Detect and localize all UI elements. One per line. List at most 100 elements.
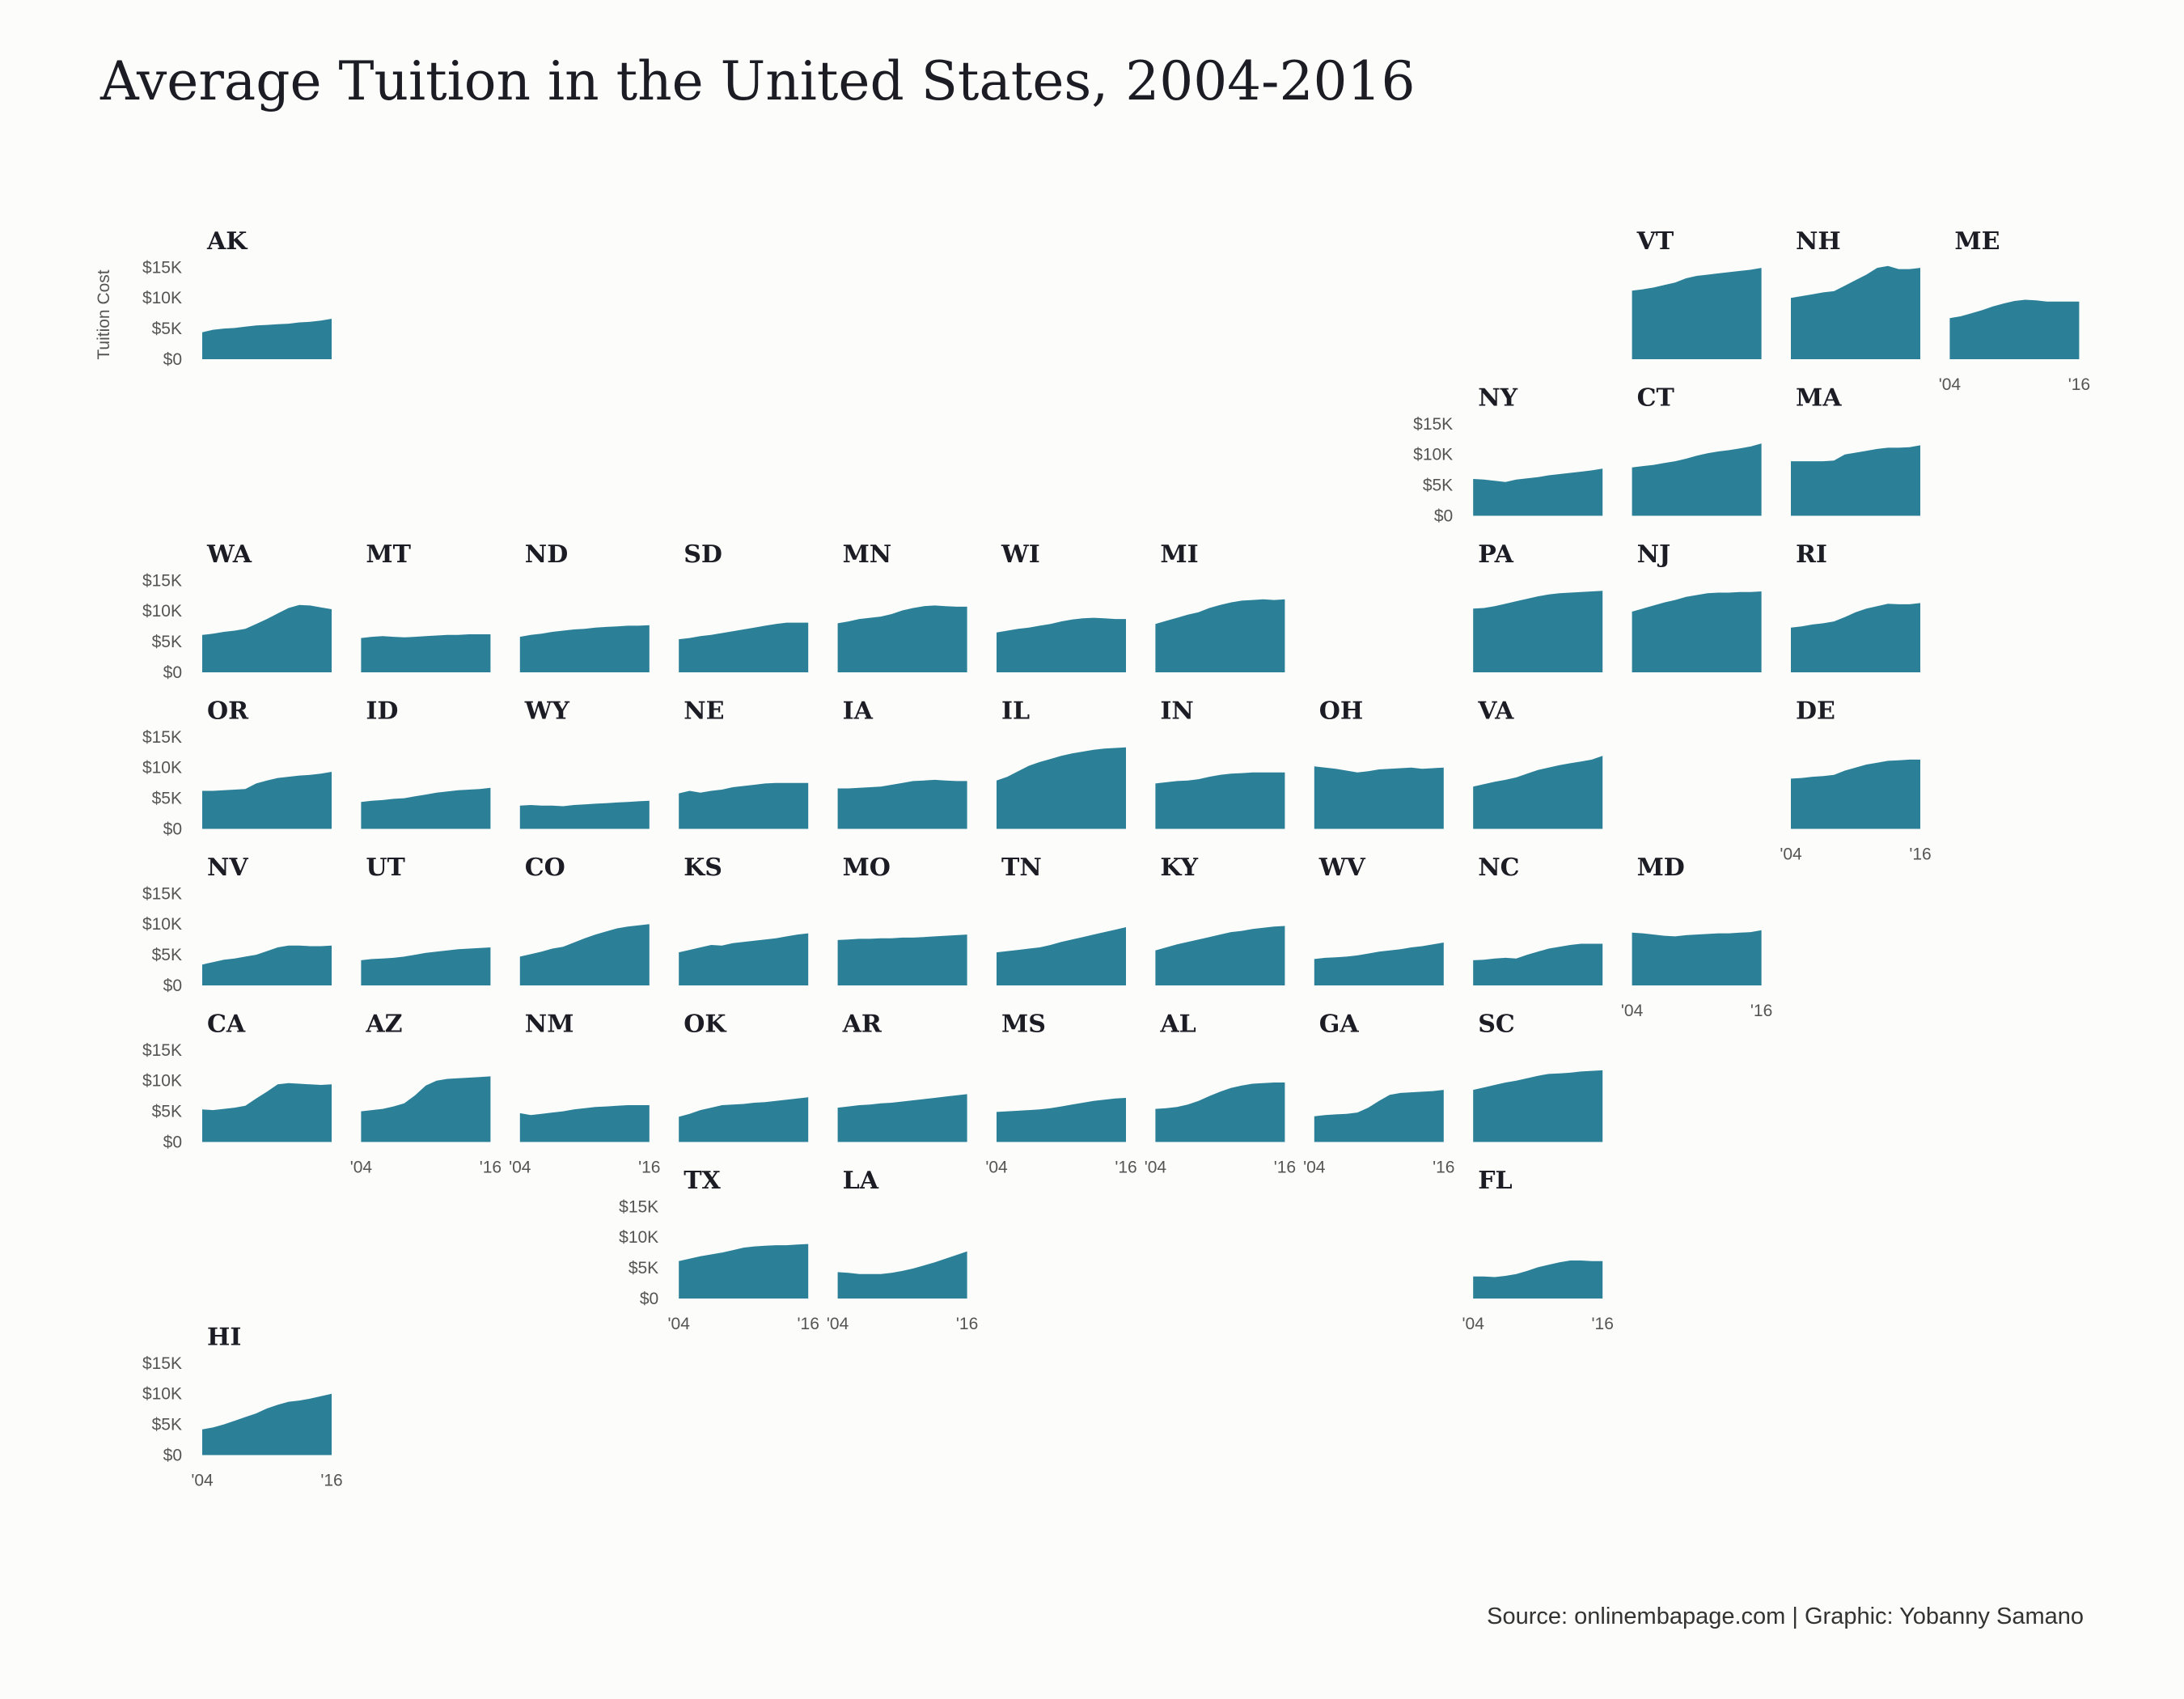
x-tick-label: '04: [827, 1315, 849, 1333]
tuition-area: [1791, 445, 1920, 516]
tuition-area: [1791, 603, 1920, 672]
y-tick-label: $5K: [152, 1103, 182, 1121]
y-tick-label: $5K: [152, 633, 182, 651]
state-label: AR: [842, 1011, 882, 1039]
y-tick-label: $0: [163, 1133, 182, 1152]
state-panel-md: MD '04 '16: [1621, 854, 1772, 1020]
tuition-area: [519, 1105, 650, 1142]
state-label: MA: [1796, 384, 1842, 413]
tuition-area: [679, 782, 809, 829]
state-label: ME: [1954, 227, 2000, 256]
x-tick-label: '04: [1462, 1315, 1485, 1333]
state-label: OH: [1319, 697, 1363, 726]
state-label: AK: [206, 227, 248, 256]
state-label: AL: [1159, 1011, 1196, 1039]
y-tick-label: $15K: [619, 1197, 658, 1216]
y-tick-label: $10K: [619, 1228, 658, 1247]
x-tick-label: '16: [1274, 1159, 1296, 1177]
state-panel-de: DE '04 '16: [1780, 697, 1931, 864]
state-label: NC: [1478, 854, 1519, 882]
y-tick-label: $5K: [629, 1259, 658, 1277]
state-panel-wa: WA $0 $5K $10K $15K: [142, 540, 332, 682]
state-label: AZ: [365, 1011, 402, 1039]
state-label: OK: [684, 1011, 726, 1039]
tuition-area: [1473, 468, 1603, 516]
y-tick-label: $5K: [152, 790, 182, 808]
tuition-area: [202, 945, 332, 985]
tuition-area: [1473, 1070, 1603, 1142]
y-tick-label: $10K: [142, 1072, 182, 1091]
state-label: NV: [207, 854, 248, 882]
state-panel-tn: TN: [997, 854, 1126, 985]
y-tick-label: $0: [163, 1447, 182, 1465]
x-tick-label: '16: [1115, 1159, 1136, 1177]
state-label: WI: [1001, 540, 1040, 569]
state-label: IL: [1001, 697, 1030, 726]
state-panel-ca: CA $0 $5K $10K $15K: [142, 1011, 332, 1152]
state-label: GA: [1319, 1011, 1360, 1039]
state-panel-al: AL '04 '16: [1145, 1011, 1296, 1177]
y-tick-label: $10K: [142, 289, 182, 307]
y-tick-label: $15K: [142, 728, 182, 747]
state-label: NM: [525, 1011, 574, 1039]
state-panel-ar: AR: [837, 1011, 967, 1142]
state-label: VT: [1636, 227, 1674, 256]
state-panel-az: AZ '04 '16: [350, 1011, 502, 1177]
tuition-area: [1632, 591, 1762, 672]
tuition-area: [679, 1097, 809, 1142]
state-label: WV: [1318, 854, 1366, 882]
state-label: OR: [207, 697, 249, 726]
tuition-area: [679, 622, 809, 672]
state-panel-or: OR $0 $5K $10K $15K: [142, 697, 332, 839]
state-panel-ny: NY $0 $5K $10K $15K: [1413, 384, 1603, 526]
state-panel-wv: WV: [1314, 854, 1444, 985]
state-panel-mn: MN: [837, 540, 967, 672]
tuition-area: [1632, 930, 1762, 985]
tuition-area: [519, 800, 650, 829]
state-panel-ky: KY: [1155, 854, 1285, 985]
y-tick-label: $5K: [1423, 477, 1453, 495]
state-panel-ma: MA: [1791, 384, 1920, 516]
state-panel-nj: NJ: [1632, 540, 1762, 672]
y-tick-label: $5K: [152, 946, 182, 964]
state-label: UT: [366, 854, 405, 882]
state-label: ND: [525, 540, 568, 569]
x-tick-label: '16: [1592, 1315, 1614, 1333]
x-tick-label: '16: [2068, 375, 2090, 394]
state-label: NY: [1478, 384, 1517, 413]
y-tick-label: $15K: [1413, 415, 1453, 434]
tuition-area: [997, 1098, 1126, 1142]
state-panel-vt: VT: [1632, 227, 1762, 359]
y-tick-label: $15K: [142, 1354, 182, 1373]
state-panel-id: ID: [361, 697, 491, 829]
state-panel-nc: NC: [1473, 854, 1603, 985]
tuition-area: [202, 1393, 332, 1455]
source-caption: Source: onlinembapage.com | Graphic: Yob…: [1487, 1604, 2084, 1629]
state-label: WA: [206, 540, 252, 569]
x-tick-label: '04: [985, 1159, 1008, 1177]
tuition-area: [997, 927, 1126, 985]
tuition-area: [997, 747, 1126, 829]
tuition-area: [519, 924, 650, 985]
state-panel-ri: RI: [1791, 540, 1920, 672]
state-panel-ne: NE: [679, 697, 809, 829]
state-label: MD: [1637, 854, 1685, 882]
tuition-area: [1314, 943, 1444, 985]
state-panel-mt: MT: [361, 540, 491, 672]
state-panel-nv: NV $0 $5K $10K $15K: [142, 854, 332, 995]
state-label: SD: [684, 540, 722, 569]
tuition-area: [1155, 1083, 1285, 1142]
tuition-area: [1314, 1090, 1444, 1142]
state-label: FL: [1478, 1167, 1512, 1195]
y-tick-label: $0: [163, 820, 182, 839]
state-panel-la: LA '04 '16: [827, 1167, 978, 1333]
y-tick-label: $0: [640, 1290, 658, 1308]
state-label: PA: [1478, 540, 1513, 569]
state-panel-fl: FL '04 '16: [1462, 1167, 1614, 1333]
y-tick-label: $10K: [142, 602, 182, 621]
y-tick-label: $15K: [142, 884, 182, 903]
state-panel-oh: OH: [1314, 697, 1444, 829]
y-tick-label: $5K: [152, 320, 182, 338]
tuition-area: [1791, 759, 1920, 829]
tuition-area: [1314, 766, 1444, 829]
